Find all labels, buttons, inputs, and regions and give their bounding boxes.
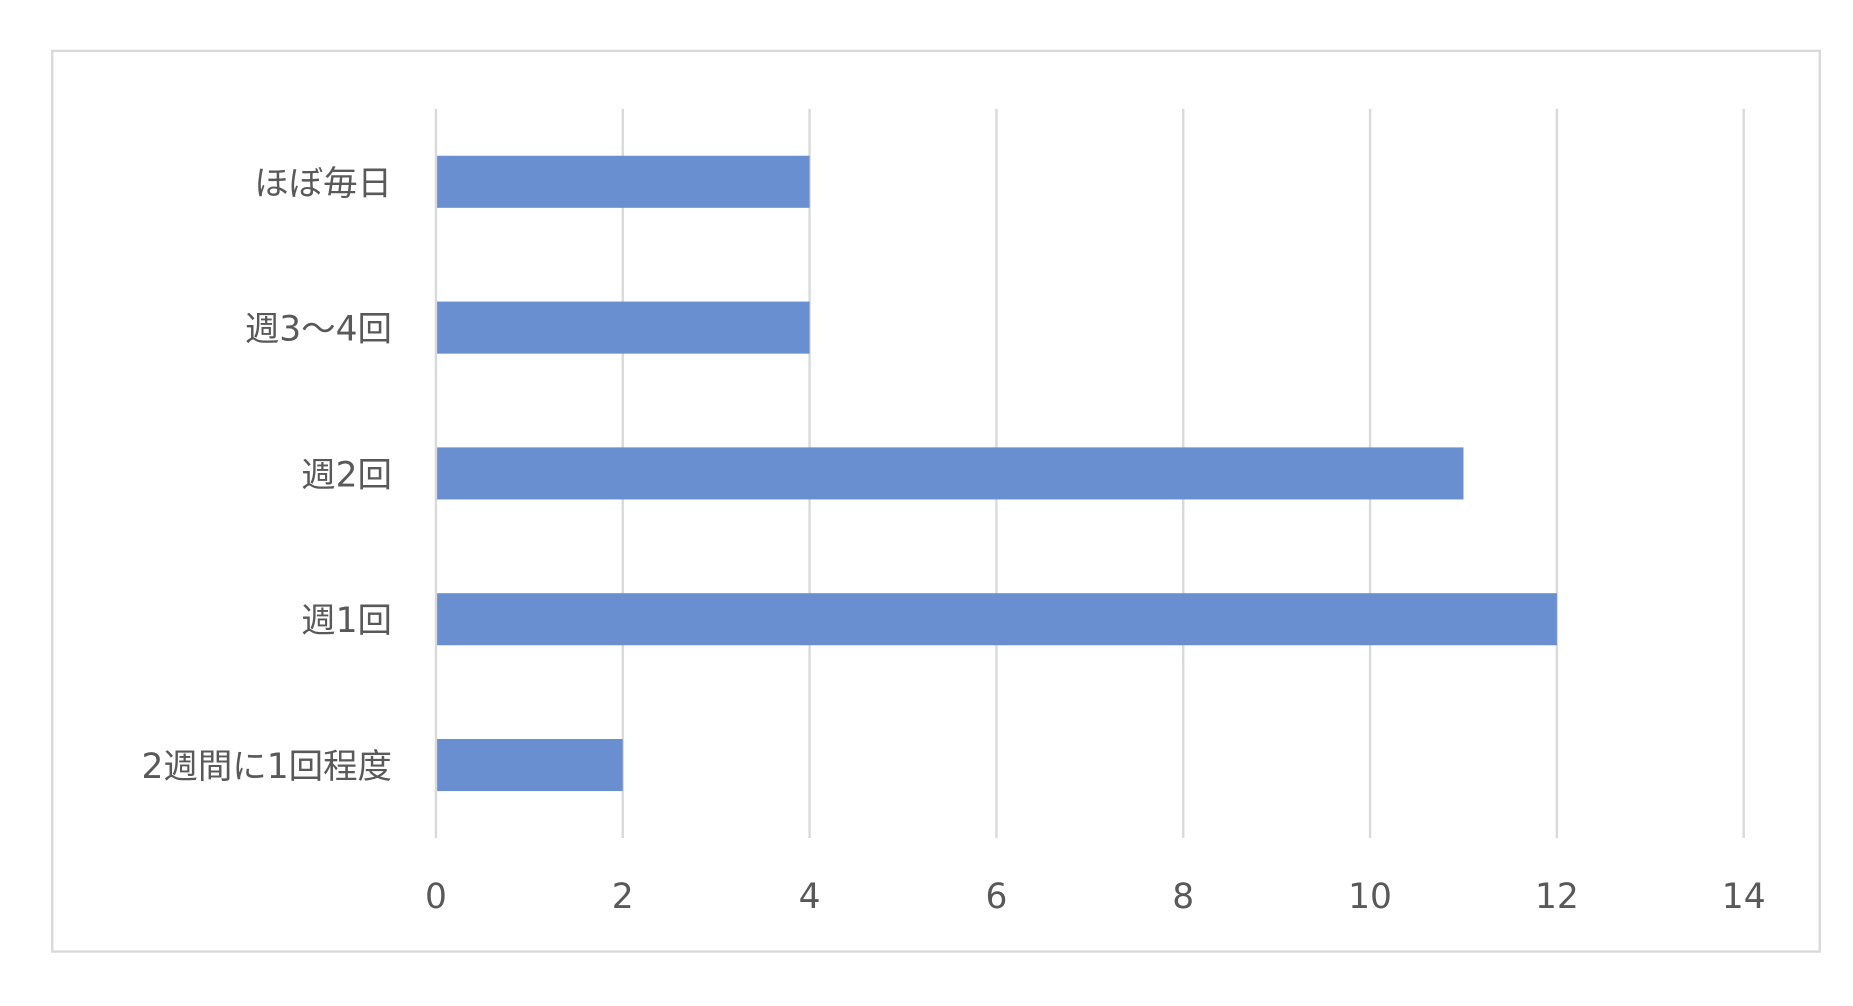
bar [437,447,1464,500]
x-tick-label: 4 [799,877,821,917]
x-tick-label: 6 [985,877,1007,917]
bar [437,301,810,354]
bar [437,155,810,208]
x-tick-label: 8 [1172,877,1194,917]
x-tick-label: 0 [425,877,447,917]
category-label: 2週間に1回程度 [142,747,392,787]
category-label: 週1回 [301,601,392,641]
bar [437,593,1557,646]
x-tick-label: 14 [1722,877,1766,917]
chart-border [51,49,1821,953]
bar [437,738,623,792]
category-label: ほぼ毎日 [254,164,392,204]
x-tick-label: 2 [612,877,634,917]
x-tick-label: 10 [1348,877,1392,917]
category-label: 週2回 [301,455,392,495]
x-tick-label: 12 [1535,877,1579,917]
category-label: 週3〜4回 [245,310,392,350]
